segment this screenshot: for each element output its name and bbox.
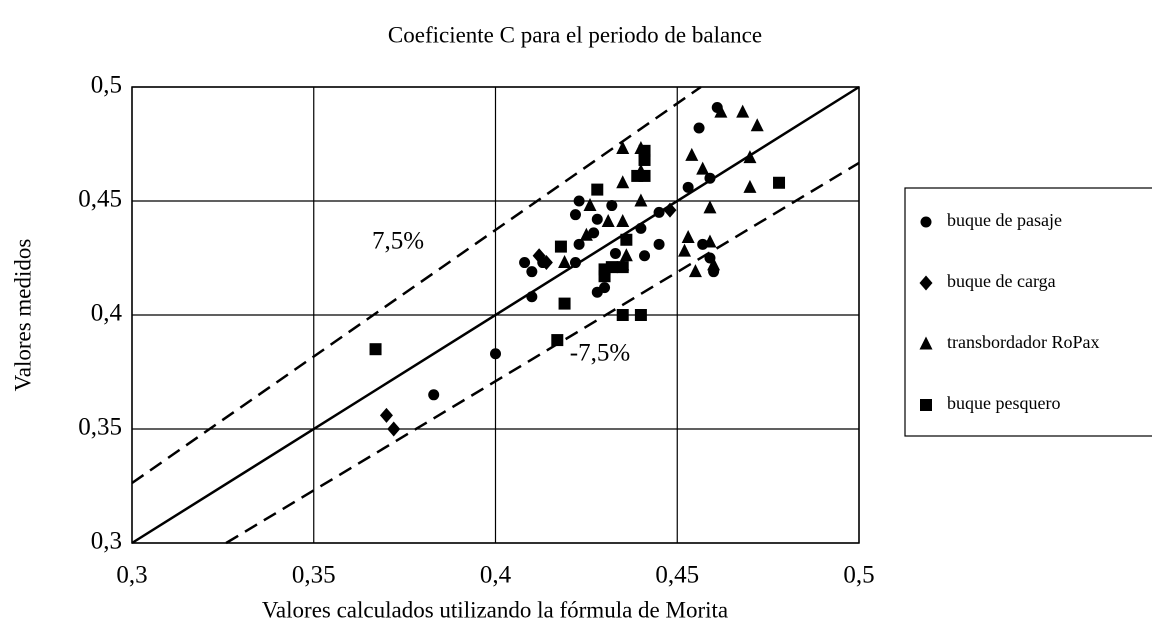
point	[526, 291, 538, 303]
point	[591, 183, 604, 196]
point	[704, 172, 716, 184]
point	[599, 282, 611, 294]
point	[558, 297, 571, 310]
point	[750, 118, 764, 132]
plot-frame	[131, 86, 860, 544]
y-axis-label: Valores medidos	[10, 239, 35, 392]
point	[598, 270, 611, 283]
point	[616, 175, 630, 189]
x-axis-label: Valores calculados utilizando la fórmula…	[262, 597, 728, 622]
point	[579, 227, 593, 241]
y-tick-label: 0,45	[78, 186, 122, 213]
annotation: 7,5%	[372, 228, 424, 255]
reference-line	[225, 161, 860, 545]
point	[743, 150, 757, 164]
point	[490, 348, 501, 360]
point	[688, 264, 702, 278]
point	[714, 104, 728, 118]
point	[635, 222, 647, 234]
point	[583, 198, 597, 212]
reference-line	[131, 85, 860, 545]
point	[573, 195, 585, 207]
point	[653, 238, 665, 250]
point	[653, 206, 665, 218]
x-tick-label: 0,4	[480, 562, 512, 589]
reference-line	[131, 85, 702, 485]
y-tick-label: 0,3	[91, 528, 122, 555]
point	[379, 407, 393, 423]
y-tick-label: 0,35	[78, 414, 122, 441]
legend-label: transbordador RoPax	[947, 332, 1099, 352]
point	[634, 309, 647, 321]
point	[605, 261, 618, 274]
point	[678, 243, 692, 257]
chart-title: Coeficiente C para el periodo de balance	[388, 22, 762, 47]
point	[539, 255, 553, 271]
legend-label: buque de pasaje	[947, 210, 1062, 230]
legend-label: buque de carga	[947, 271, 1056, 291]
x-tick-label: 0,5	[843, 562, 874, 589]
point	[696, 161, 710, 175]
point	[569, 209, 581, 221]
point	[620, 233, 633, 246]
point	[519, 257, 531, 269]
x-tick-label: 0,35	[292, 562, 336, 589]
point	[616, 214, 630, 228]
legend-marker	[919, 275, 933, 291]
point	[681, 229, 695, 243]
point	[638, 144, 651, 157]
x-tick-label: 0,3	[116, 562, 147, 589]
point	[685, 147, 699, 161]
point	[558, 255, 572, 269]
legend-marker	[919, 336, 933, 350]
point	[773, 176, 786, 189]
point	[588, 227, 600, 239]
point	[639, 250, 651, 262]
legend-box	[904, 187, 1152, 437]
point	[619, 248, 633, 262]
x-tick-label: 0,45	[655, 562, 699, 589]
point	[428, 389, 440, 401]
point	[736, 104, 750, 118]
point	[387, 421, 401, 437]
point	[682, 181, 694, 193]
point	[663, 202, 677, 218]
point	[634, 193, 648, 207]
point	[638, 169, 651, 182]
point	[616, 261, 629, 274]
point	[554, 240, 567, 253]
point	[638, 153, 651, 166]
point	[526, 266, 538, 278]
point	[616, 309, 629, 321]
point	[743, 179, 757, 193]
point	[606, 200, 618, 212]
point	[569, 257, 581, 269]
point	[703, 200, 717, 214]
point	[707, 257, 721, 271]
point	[609, 247, 621, 259]
y-tick-label: 0,5	[91, 72, 122, 99]
point	[591, 213, 603, 225]
point	[601, 214, 615, 228]
point	[616, 141, 630, 155]
legend-label: buque pesquero	[947, 393, 1060, 413]
annotation: -7,5%	[570, 340, 630, 367]
legend-marker	[920, 216, 932, 228]
point	[703, 234, 717, 248]
point	[693, 122, 705, 134]
legend-marker	[920, 399, 932, 411]
y-tick-label: 0,4	[91, 300, 123, 327]
point	[551, 334, 564, 347]
point	[573, 238, 585, 250]
point	[369, 343, 382, 356]
point	[532, 248, 546, 264]
